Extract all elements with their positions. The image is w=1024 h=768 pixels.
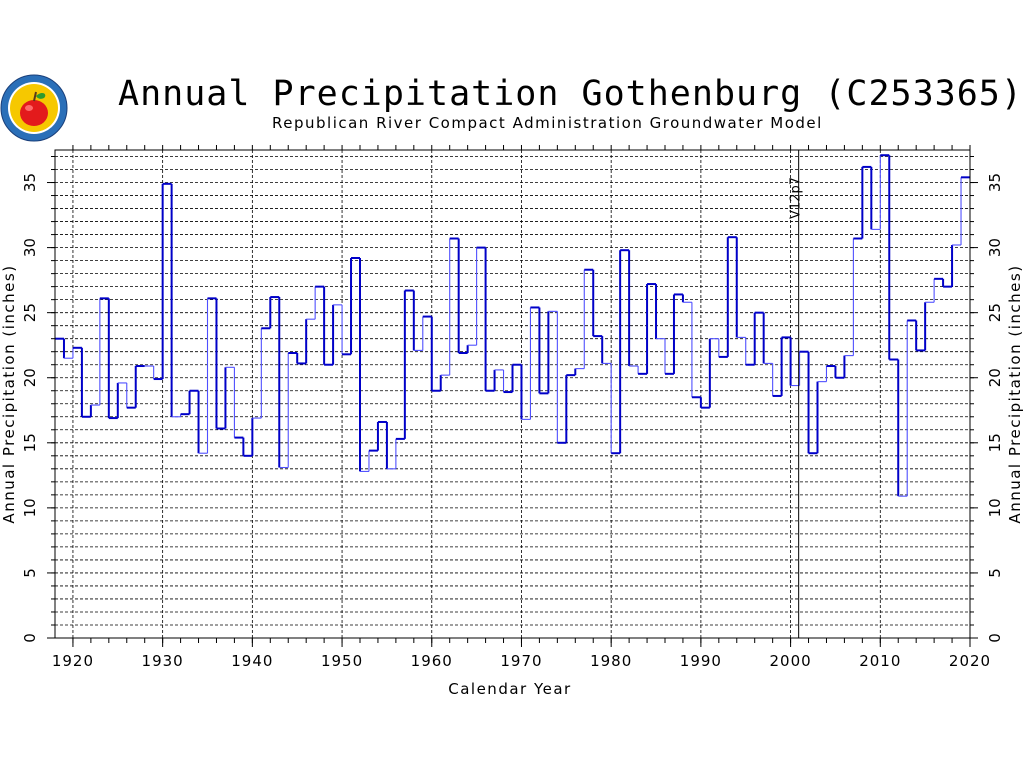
y-tick-label-left: 15 [21,433,39,452]
x-tick-label: 1970 [500,652,542,670]
y-tick-label-right: 15 [986,433,1004,452]
x-tick-label: 1920 [52,652,94,670]
y-tick-label-right: 5 [986,568,1004,578]
x-axis-label: Calendar Year [448,680,571,698]
y-tick-label-left: 25 [21,303,39,322]
x-tick-label: 1960 [411,652,453,670]
y-tick-label-left: 35 [21,173,39,192]
apple-seal-icon [0,74,68,142]
y-tick-label-right: 10 [986,498,1004,517]
x-tick-label: 1990 [680,652,722,670]
x-tick-label: 1980 [590,652,632,670]
x-tick-label: 1930 [142,652,184,670]
y-axis-label-right: Annual Precipitation (inches) [1006,264,1024,523]
y-tick-label-right: 30 [986,238,1004,257]
chart-subtitle: Republican River Compact Administration … [272,114,823,132]
x-tick-label: 1940 [231,652,273,670]
y-tick-label-left: 10 [21,498,39,517]
y-tick-label-right: 35 [986,173,1004,192]
plot-frame [54,149,971,639]
y-axis-label-left: Annual Precipitation (inches) [0,264,18,523]
y-tick-label-left: 0 [21,633,39,643]
x-tick-label: 2000 [769,652,811,670]
y-tick-label-left: 5 [21,568,39,578]
y-tick-label-right: 25 [986,303,1004,322]
annotation-label: V12p7 [789,177,804,219]
chart-title: Annual Precipitation Gothenburg (C253365… [118,74,1023,114]
y-tick-label-right: 0 [986,633,1004,643]
y-tick-label-left: 30 [21,238,39,257]
x-tick-label: 1950 [321,652,363,670]
grid-layer [55,150,970,638]
x-tick-label: 2010 [859,652,901,670]
series-layer [55,154,970,497]
x-tick-label: 2020 [949,652,991,670]
y-tick-label-left: 20 [21,368,39,387]
logo [0,74,68,142]
y-tick-label-right: 20 [986,368,1004,387]
